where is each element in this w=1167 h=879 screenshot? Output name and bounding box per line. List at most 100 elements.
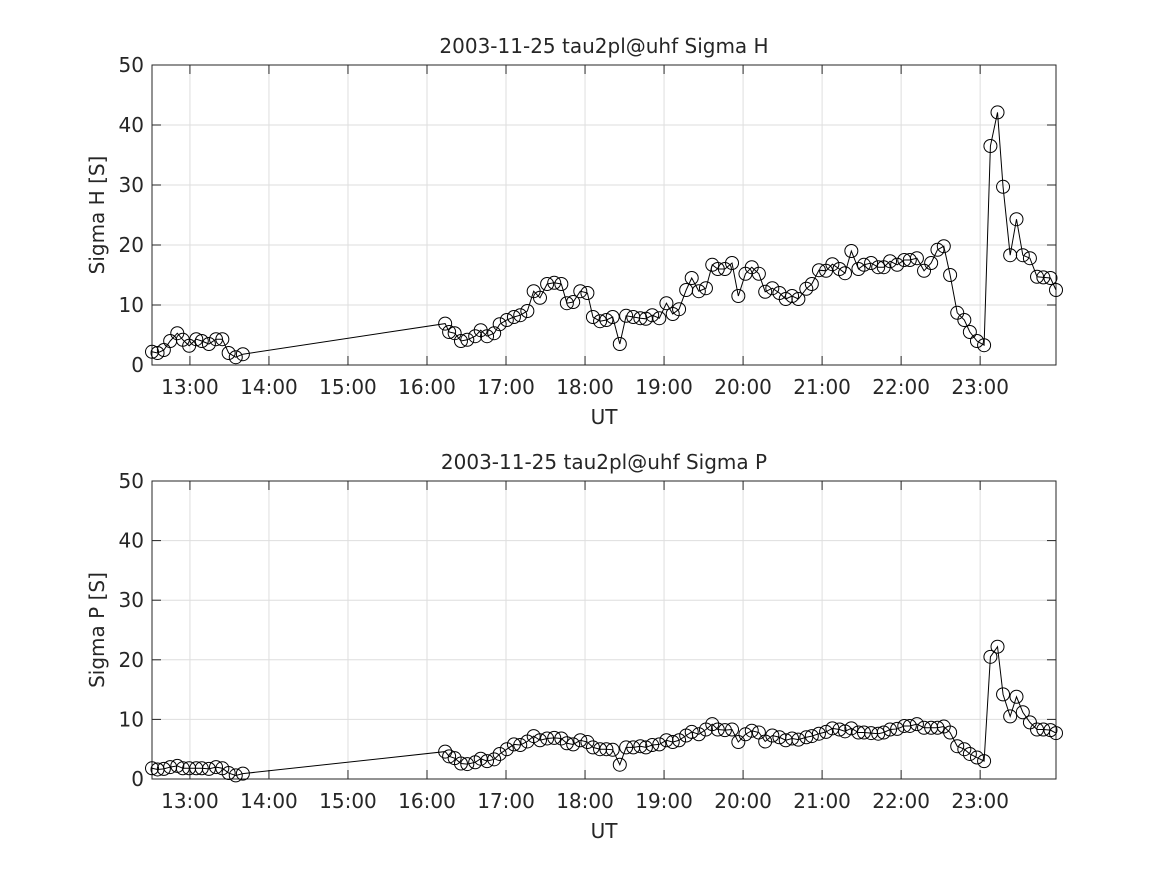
data-point <box>731 735 746 750</box>
data-point <box>520 304 535 318</box>
data-point <box>825 257 840 272</box>
data-point <box>744 723 759 738</box>
data-point <box>652 737 667 752</box>
data-point <box>442 749 457 764</box>
x-tick-label: 17:00 <box>477 789 535 813</box>
data-point <box>559 736 574 751</box>
data-point <box>811 263 826 278</box>
data-point <box>540 277 555 291</box>
data-point <box>442 325 457 339</box>
data-point <box>844 244 859 258</box>
data-point <box>684 271 699 285</box>
x-tick-label: 16:00 <box>398 789 456 813</box>
data-point <box>221 346 236 360</box>
data-point <box>554 277 569 291</box>
data-point <box>1049 726 1063 741</box>
data-point <box>804 277 819 291</box>
data-point <box>943 268 958 282</box>
data-point <box>593 314 608 329</box>
y-tick-label: 0 <box>131 767 144 791</box>
data-point <box>785 289 800 303</box>
data-point <box>996 687 1011 702</box>
y-axis-label: Sigma P [S] <box>85 572 109 688</box>
data-point <box>189 332 204 347</box>
data-point <box>547 275 562 290</box>
data-point <box>499 742 514 757</box>
data-point <box>612 337 627 351</box>
data-point <box>909 251 924 266</box>
data-point <box>665 735 680 750</box>
data-point <box>902 718 917 733</box>
data-point <box>554 731 569 746</box>
data-point <box>844 721 859 736</box>
x-tick-label: 13:00 <box>161 789 219 813</box>
data-point <box>228 768 243 783</box>
data-point <box>883 722 898 737</box>
data-point <box>672 733 687 748</box>
data-point <box>438 316 453 331</box>
data-point <box>943 725 958 740</box>
y-tick-label: 50 <box>119 469 144 493</box>
x-tick-label: 21:00 <box>793 375 851 399</box>
data-point <box>957 742 972 757</box>
data-point <box>221 766 236 781</box>
data-point <box>811 726 826 741</box>
data-point <box>492 746 507 761</box>
data-point <box>725 722 740 737</box>
x-tick-label: 23:00 <box>951 375 1009 399</box>
data-point <box>977 754 992 769</box>
x-tick-label: 15:00 <box>319 375 377 399</box>
data-point <box>573 284 588 299</box>
data-point <box>638 740 653 755</box>
data-point <box>532 733 547 748</box>
y-tick-label: 40 <box>119 529 144 553</box>
data-point <box>799 281 814 296</box>
data-point <box>201 337 216 351</box>
data-point <box>856 725 871 740</box>
data-point <box>645 738 660 753</box>
data-point <box>950 739 965 754</box>
data-point <box>605 742 620 757</box>
data-point <box>573 733 588 748</box>
data-point <box>1049 283 1063 297</box>
data-point <box>480 754 495 769</box>
y-tick-label: 20 <box>119 233 144 257</box>
data-point <box>228 350 243 365</box>
y-tick-label: 10 <box>119 707 144 731</box>
data-point <box>731 289 746 303</box>
y-tick-label: 30 <box>119 588 144 612</box>
data-point <box>672 302 687 317</box>
data-point <box>1003 709 1018 724</box>
data-point <box>453 334 468 348</box>
data-point <box>506 737 521 752</box>
data-point <box>765 728 780 743</box>
data-point <box>566 737 581 752</box>
data-point <box>1015 705 1030 720</box>
data-point <box>540 731 555 746</box>
data-point <box>506 310 521 324</box>
data-point <box>580 735 595 750</box>
data-point <box>235 766 250 781</box>
data-point <box>532 290 547 305</box>
data-point <box>804 729 819 744</box>
data-point <box>145 344 159 359</box>
data-point <box>710 722 725 737</box>
data-point <box>950 305 965 320</box>
data-point <box>838 266 853 281</box>
data-point <box>791 732 806 747</box>
x-tick-label: 18:00 <box>556 375 614 399</box>
x-tick-label: 17:00 <box>477 375 535 399</box>
data-point <box>684 724 699 739</box>
data-point <box>487 752 502 767</box>
data-point <box>566 295 581 309</box>
data-point <box>698 281 713 296</box>
data-point <box>851 262 866 276</box>
x-tick-label: 19:00 <box>635 789 693 813</box>
data-point <box>924 256 939 270</box>
x-tick-label: 22:00 <box>872 789 930 813</box>
data-point <box>585 740 600 755</box>
data-point <box>983 139 998 153</box>
data-point <box>619 740 634 755</box>
data-point <box>460 757 475 772</box>
